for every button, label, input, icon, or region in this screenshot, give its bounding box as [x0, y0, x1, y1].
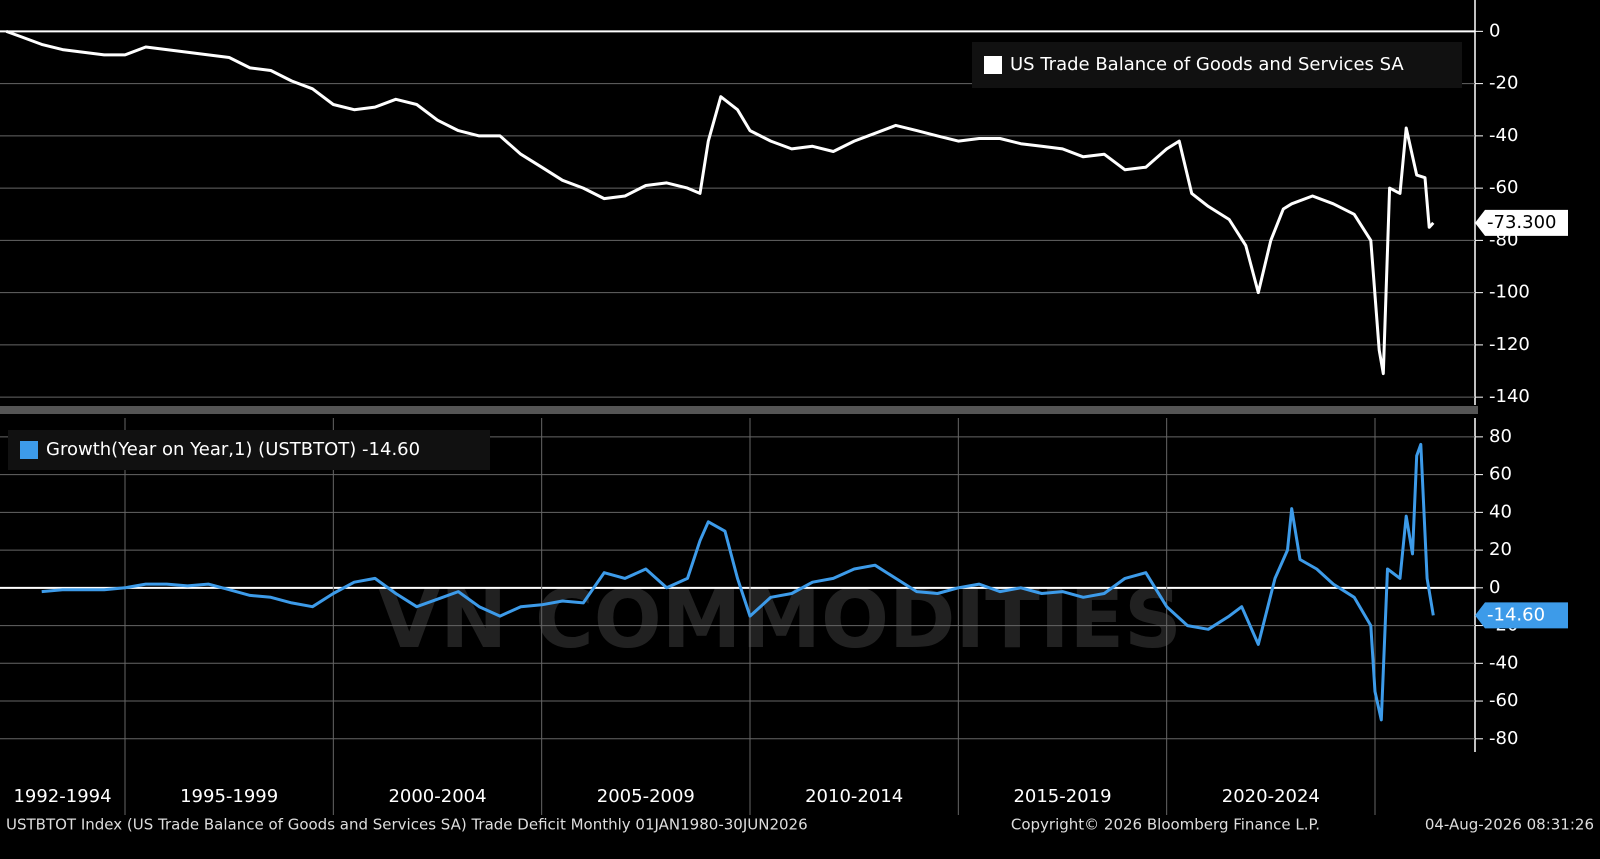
y-tick-label: 0	[1489, 20, 1500, 41]
y-tick-label: 20	[1489, 539, 1512, 560]
legend-swatch	[984, 56, 1002, 74]
x-tick-label: 2000-2004	[388, 786, 486, 807]
x-tick-label: 1992-1994	[13, 786, 111, 807]
y-tick-label: -100	[1489, 282, 1530, 303]
y-tick-label: -20	[1489, 73, 1518, 94]
x-tick-label: 2010-2014	[805, 786, 903, 807]
y-tick-label: -40	[1489, 652, 1518, 673]
legend-swatch	[20, 441, 38, 459]
last-value-tag	[1475, 602, 1568, 629]
last-value-label: -14.60	[1487, 604, 1545, 625]
y-tick-label: -80	[1489, 728, 1518, 749]
y-tick-label: -140	[1489, 386, 1530, 407]
y-tick-label: -40	[1489, 125, 1518, 146]
legend-label: Growth(Year on Year,1) (USTBTOT) -14.60	[46, 439, 420, 460]
footer-copyright: Copyright© 2026 Bloomberg Finance L.P.	[1011, 816, 1320, 834]
footer-timestamp: 04-Aug-2026 08:31:26	[1425, 816, 1594, 834]
y-tick-label: 80	[1489, 426, 1512, 447]
series-line	[41, 442, 1435, 722]
x-tick-label: 2015-2019	[1013, 786, 1111, 807]
y-tick-label: -120	[1489, 334, 1530, 355]
footer-source: USTBTOT Index (US Trade Balance of Goods…	[6, 816, 808, 834]
y-tick-label: 40	[1489, 501, 1512, 522]
last-value-tag	[1475, 209, 1568, 236]
x-tick-label: 2020-2024	[1222, 786, 1320, 807]
legend-box	[972, 42, 1462, 88]
y-tick-label: -60	[1489, 690, 1518, 711]
series-line	[5, 29, 1435, 376]
last-value-label: -73.300	[1487, 212, 1556, 233]
x-tick-label: 2005-2009	[597, 786, 695, 807]
y-tick-label: 60	[1489, 464, 1512, 485]
legend-box	[8, 430, 490, 470]
y-tick-label: 0	[1489, 577, 1500, 598]
y-tick-label: -60	[1489, 177, 1518, 198]
x-tick-label: 1995-1999	[180, 786, 278, 807]
legend-label: US Trade Balance of Goods and Services S…	[1010, 54, 1404, 75]
panel-separator	[0, 406, 1478, 414]
